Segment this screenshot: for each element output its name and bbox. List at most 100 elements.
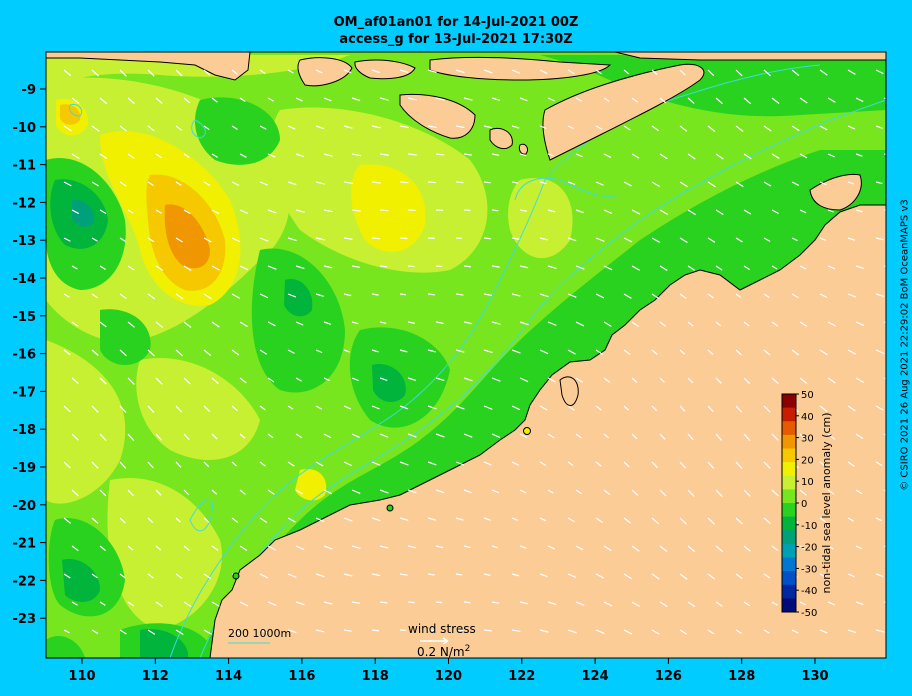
- wind-arrow: [855, 489, 863, 495]
- wind-arrow: [519, 433, 528, 439]
- wind-arrow: [287, 629, 297, 634]
- wind-arrow: [483, 69, 493, 74]
- wind-arrow: [819, 293, 828, 299]
- wind-arrow: [203, 181, 211, 186]
- y-tick-label: -20: [13, 499, 37, 514]
- wind-arrow: [687, 489, 695, 497]
- x-tick-label: 122: [508, 669, 535, 684]
- colorbar-tick-label: -10: [801, 521, 817, 532]
- wind-arrow: [379, 153, 389, 156]
- wind-arrow: [147, 629, 156, 635]
- wind-arrow: [287, 125, 296, 130]
- wind-arrow: [539, 349, 549, 355]
- wind-arrow: [203, 405, 211, 413]
- wind-arrow: [379, 545, 389, 549]
- wind-arrow: [791, 181, 800, 186]
- wind-arrow: [883, 377, 886, 380]
- wind-arrow: [287, 69, 294, 74]
- wind-arrow: [63, 461, 71, 469]
- wind-arrow: [295, 489, 304, 495]
- wind-arrow: [203, 237, 212, 243]
- wind-arrow: [707, 573, 716, 580]
- wind-arrow: [679, 125, 688, 132]
- wind-arrow: [631, 153, 640, 159]
- wind-arrow: [371, 237, 381, 240]
- wind-arrow: [855, 265, 864, 270]
- wind-arrow: [287, 405, 294, 410]
- wind-arrow: [651, 181, 660, 187]
- wind-arrow: [147, 181, 154, 186]
- wind-arrow: [827, 209, 834, 213]
- wind-arrow: [351, 97, 361, 102]
- wind-arrow: [287, 517, 296, 523]
- wind-arrow: [203, 573, 212, 580]
- wind-arrow: [799, 97, 808, 104]
- wind-arrow: [399, 293, 407, 296]
- wind-arrow: [147, 517, 154, 524]
- colorbar-tick-label: 40: [801, 412, 814, 423]
- wind-arrow: [211, 209, 220, 215]
- x-tick-label: 114: [215, 669, 242, 684]
- wind-arrow: [539, 69, 548, 75]
- colorbar-tick-label: -50: [801, 608, 817, 619]
- wind-arrow: [427, 181, 437, 184]
- wind-arrow: [463, 545, 471, 549]
- wind-arrow: [231, 405, 238, 412]
- wind-arrow: [379, 433, 389, 438]
- wind-arrow: [119, 629, 127, 635]
- wind-arrow: [855, 321, 865, 327]
- colorbar-swatch: [782, 421, 796, 436]
- wind-arrow: [847, 181, 855, 185]
- wind-arrow: [259, 69, 266, 75]
- wind-arrow: [827, 153, 836, 158]
- colorbar-swatch: [782, 557, 796, 572]
- wind-arrow: [603, 153, 612, 158]
- wind-arrow: [183, 433, 190, 441]
- wind-arrow: [575, 489, 582, 495]
- wind-arrow: [211, 265, 220, 271]
- wind-arrow: [735, 629, 742, 634]
- wind-arrow: [771, 377, 779, 385]
- wind-arrow: [743, 433, 751, 441]
- wind-arrow: [771, 153, 780, 159]
- wind-arrow: [855, 377, 865, 383]
- wind-arrow: [127, 97, 135, 105]
- wind-legend-unit: 0.2 N/m2: [417, 644, 470, 659]
- wind-arrow: [855, 601, 864, 606]
- wind-arrow: [595, 573, 605, 579]
- wind-arrow: [371, 181, 381, 184]
- wind-arrow: [763, 517, 771, 524]
- wind-arrow: [483, 517, 491, 521]
- wind-arrow: [119, 125, 127, 132]
- wind-arrow: [575, 545, 584, 551]
- wind-arrow: [875, 461, 883, 467]
- wind-arrow: [483, 461, 492, 466]
- wind-arrow: [847, 69, 856, 75]
- colorbar-swatch: [782, 516, 796, 531]
- wind-arrow: [295, 153, 305, 158]
- wind-arrow: [651, 349, 658, 355]
- wind-arrow: [239, 153, 247, 158]
- wind-arrow: [203, 349, 212, 357]
- wind-arrow: [427, 573, 435, 576]
- wind-arrow: [351, 545, 361, 550]
- wind-arrow: [883, 265, 886, 268]
- wind-arrow: [799, 545, 807, 551]
- wind-arrow: [791, 293, 799, 299]
- wind-arrow: [623, 237, 633, 243]
- wind-arrow: [651, 629, 660, 635]
- wind-arrow: [455, 125, 465, 129]
- wind-arrow: [875, 517, 882, 522]
- wind-arrow: [883, 153, 886, 156]
- wind-arrow: [687, 433, 694, 441]
- x-tick-label: 126: [655, 669, 682, 684]
- wind-arrow: [511, 517, 518, 521]
- wind-arrow: [883, 209, 886, 212]
- wind-arrow: [99, 433, 107, 441]
- y-tick-label: -9: [22, 83, 36, 98]
- wind-arrow: [127, 321, 135, 328]
- wind-arrow: [351, 153, 361, 157]
- wind-arrow: [455, 461, 465, 466]
- wind-arrow: [203, 629, 213, 635]
- wind-arrow: [651, 69, 658, 76]
